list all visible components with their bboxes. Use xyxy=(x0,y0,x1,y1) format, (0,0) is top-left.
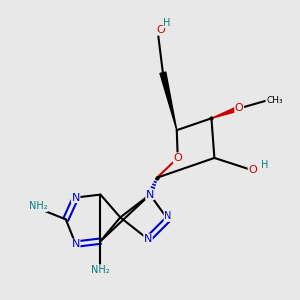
Polygon shape xyxy=(212,106,240,118)
Polygon shape xyxy=(160,72,177,130)
Text: O: O xyxy=(173,153,182,163)
Text: O: O xyxy=(235,103,244,113)
Text: O: O xyxy=(248,165,257,175)
Text: N: N xyxy=(164,212,172,221)
Text: N: N xyxy=(144,234,152,244)
Text: N: N xyxy=(71,239,80,249)
Text: CH₃: CH₃ xyxy=(266,96,283,105)
Text: H: H xyxy=(261,160,268,170)
Text: N: N xyxy=(146,190,154,200)
Text: O: O xyxy=(157,25,165,35)
Text: H: H xyxy=(163,18,170,28)
Text: N: N xyxy=(71,193,80,202)
Text: NH₂: NH₂ xyxy=(29,202,47,212)
Text: NH₂: NH₂ xyxy=(91,265,110,275)
